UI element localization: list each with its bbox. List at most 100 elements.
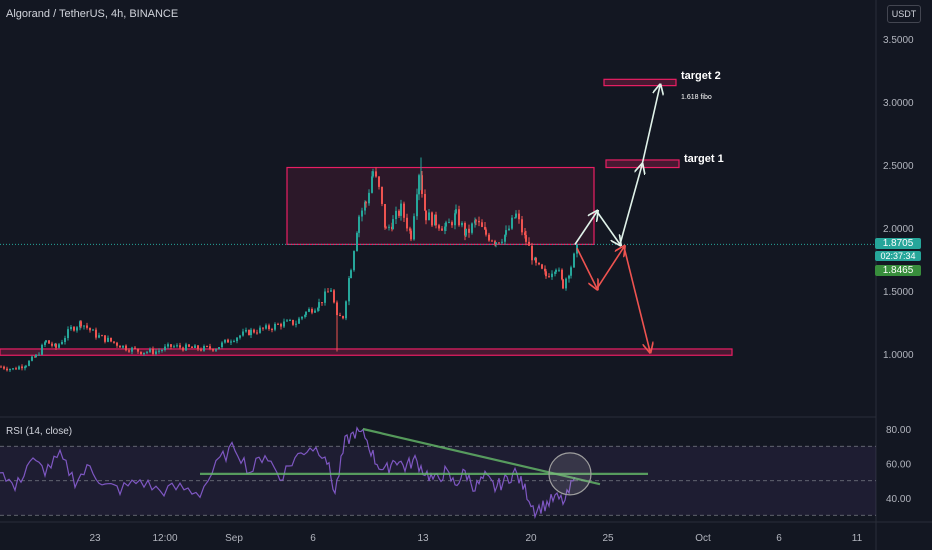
- candle-body: [152, 348, 154, 354]
- candle-body: [321, 302, 323, 304]
- candle-body: [224, 339, 226, 343]
- candle-body: [301, 316, 303, 319]
- candle-body: [182, 347, 184, 351]
- candle-body: [95, 329, 97, 338]
- candle-body: [314, 310, 316, 313]
- candle-body: [441, 228, 443, 231]
- candle-body: [471, 223, 473, 233]
- y-tick-label: 1.5000: [883, 287, 914, 298]
- candle-body: [413, 216, 415, 240]
- candle-body: [481, 222, 483, 227]
- x-tick-label: 6: [310, 533, 316, 544]
- candle-body: [64, 338, 66, 342]
- candle-body: [176, 345, 178, 347]
- candle-body: [548, 276, 550, 278]
- candle-body: [298, 318, 300, 324]
- candle-body: [164, 346, 166, 351]
- candle-body: [528, 241, 530, 246]
- arrow-white: [641, 86, 660, 166]
- candle-body: [206, 346, 208, 348]
- candles: [0, 157, 578, 372]
- candle-body: [173, 346, 175, 348]
- candle-body: [308, 309, 310, 312]
- candle-body: [333, 290, 335, 303]
- arrow-red: [623, 246, 650, 352]
- candle-body: [538, 262, 540, 265]
- candle-body: [167, 344, 169, 347]
- candle-body: [92, 329, 94, 331]
- candle-body: [350, 270, 352, 279]
- candle-body: [435, 214, 437, 226]
- candle-body: [451, 222, 453, 226]
- candle-body: [209, 346, 211, 349]
- candle-body: [107, 337, 109, 342]
- candle-body: [378, 176, 380, 187]
- currency-button[interactable]: USDT: [887, 5, 921, 23]
- candle-body: [161, 350, 163, 352]
- candle-body: [51, 343, 53, 346]
- candle-body: [185, 344, 187, 351]
- price-tag-countdown: 02:37:34: [875, 251, 921, 261]
- candle-body: [191, 346, 193, 349]
- zones: [0, 78, 876, 356]
- candle-body: [339, 315, 341, 317]
- candle-body: [41, 344, 43, 355]
- rsi-title: RSI (14, close): [6, 426, 73, 437]
- candle-body: [364, 202, 366, 211]
- candle-body: [140, 351, 142, 355]
- candle-body: [38, 354, 40, 356]
- y-tick-label: 3.0000: [883, 98, 914, 109]
- candle-body: [3, 366, 5, 369]
- candle-body: [348, 278, 350, 302]
- candle-body: [250, 329, 252, 336]
- candle-body: [468, 228, 470, 233]
- candle-body: [146, 351, 148, 353]
- candle-body: [444, 226, 446, 231]
- candle-body: [458, 209, 460, 226]
- chart-title: Algorand / TetherUS, 4h, BINANCE: [6, 8, 179, 20]
- candle-body: [12, 368, 14, 370]
- candle-body: [474, 220, 476, 224]
- candle-body: [545, 271, 547, 277]
- arrow-white: [574, 212, 597, 245]
- candle-body: [170, 344, 172, 347]
- overlays: [574, 86, 660, 352]
- candle-body: [409, 228, 411, 231]
- candle-body: [410, 230, 412, 240]
- candle-body: [67, 329, 69, 339]
- candle-body: [305, 311, 307, 316]
- candle-body: [283, 321, 285, 327]
- candle-body: [149, 348, 151, 352]
- candle-body: [541, 264, 543, 269]
- candle-body: [179, 345, 181, 348]
- candle-body: [0, 366, 2, 368]
- candle-body: [70, 326, 72, 330]
- candle-body: [448, 222, 450, 224]
- candle-body: [200, 349, 202, 351]
- x-tick-label: 12:00: [152, 533, 177, 544]
- candle-body: [197, 345, 199, 350]
- x-tick-label: Sep: [225, 533, 243, 544]
- candle-body: [431, 212, 433, 226]
- candle-body: [277, 323, 279, 325]
- candle-body: [403, 203, 405, 218]
- candle-body: [55, 344, 57, 348]
- y-tick-label: 2.0000: [883, 224, 914, 235]
- candle-body: [274, 323, 276, 330]
- candle-body: [318, 302, 320, 308]
- candle-body: [280, 323, 282, 327]
- candle-body: [101, 335, 103, 337]
- y-tick-label: 2.5000: [883, 161, 914, 172]
- candle-body: [428, 212, 430, 221]
- candle-body: [6, 368, 8, 371]
- candle-body: [110, 337, 112, 342]
- candle-body: [194, 345, 196, 349]
- rsi-trendline: [362, 427, 601, 486]
- candle-body: [421, 175, 423, 194]
- candle-body: [384, 203, 386, 228]
- candle-body: [375, 171, 377, 177]
- y-tick-label: 1.0000: [883, 350, 914, 361]
- candle-body: [508, 228, 510, 231]
- candle-body: [521, 219, 523, 233]
